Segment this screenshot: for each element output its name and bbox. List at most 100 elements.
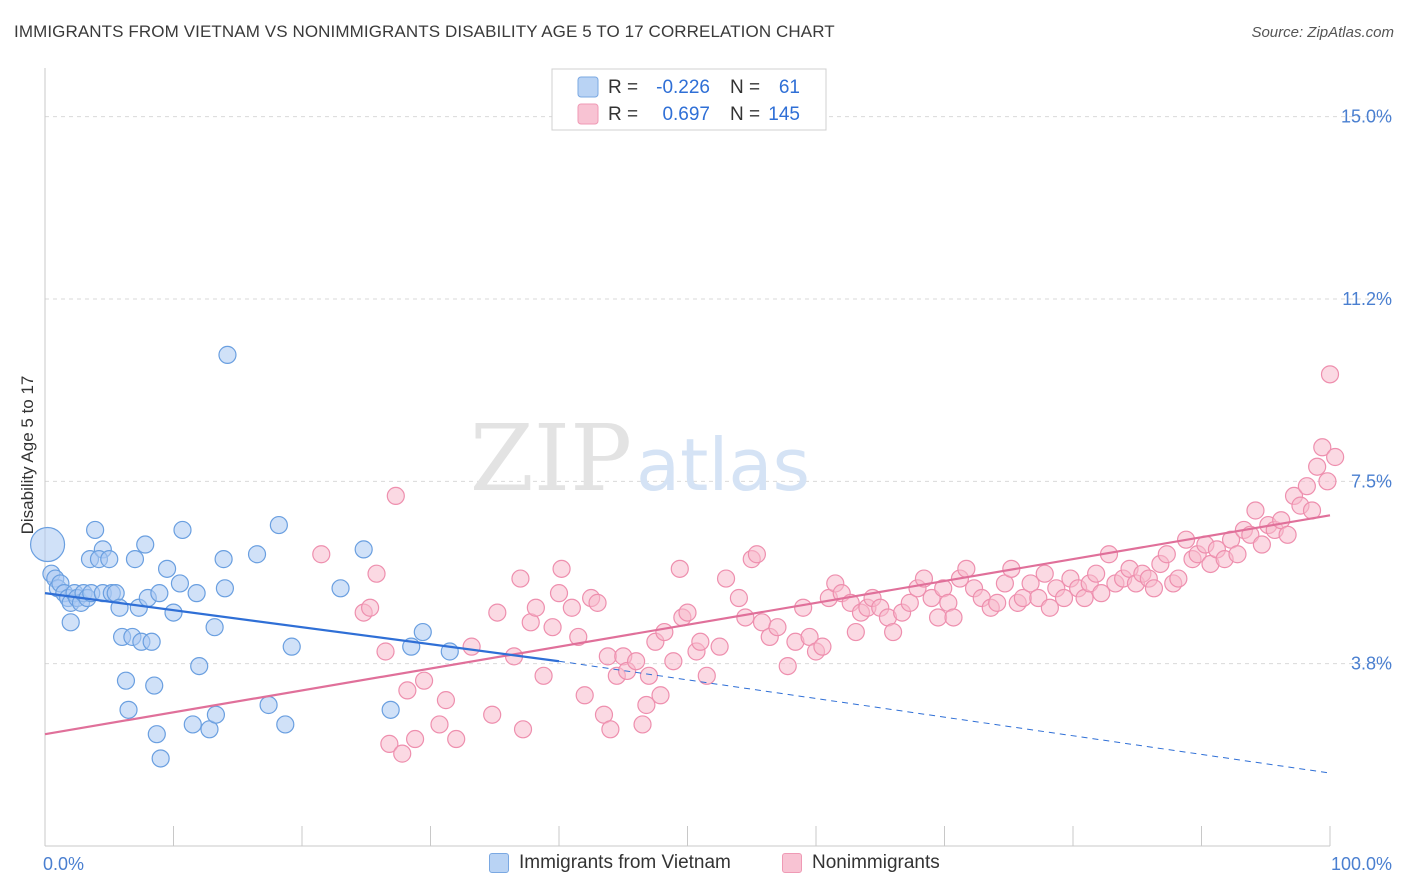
legend-bottom: Immigrants from Vietnam Nonimmigrants bbox=[0, 850, 1406, 880]
nonimmigrants-point bbox=[312, 545, 331, 564]
x-tick-label-0: 0.0% bbox=[43, 854, 84, 874]
vietnam-point bbox=[381, 700, 400, 719]
nonimmigrants-point bbox=[483, 705, 502, 724]
nonimmigrants-point bbox=[526, 598, 545, 617]
nonimmigrants-point bbox=[367, 564, 386, 583]
x-tick-label-1: 100.0% bbox=[1331, 854, 1392, 874]
nonimmigrants-point bbox=[543, 618, 562, 637]
y-tick-labels: 15.0% 11.2% 7.5% 3.8% bbox=[1341, 107, 1392, 674]
nonimmigrants-point bbox=[562, 598, 581, 617]
vietnam-point bbox=[142, 632, 161, 651]
vietnam-point bbox=[173, 520, 192, 540]
y-tick-label-3: 3.8% bbox=[1351, 654, 1392, 674]
legend-swatch-pink bbox=[577, 103, 599, 125]
vietnam-point bbox=[136, 535, 155, 554]
nonimmigrants-point bbox=[813, 637, 832, 656]
vietnam-point bbox=[247, 545, 267, 564]
nonimmigrants-point bbox=[1040, 598, 1059, 617]
y-tick-label-2: 7.5% bbox=[1351, 471, 1392, 491]
nonimmigrants-point bbox=[569, 627, 588, 647]
vietnam-point bbox=[170, 574, 190, 593]
nonimmigrants-point bbox=[1035, 564, 1054, 583]
nonimmigrants-trend-line bbox=[44, 514, 1331, 736]
vietnam-point bbox=[147, 725, 166, 744]
nonimmigrants-point bbox=[549, 584, 569, 603]
nonimmigrants-point bbox=[393, 744, 412, 763]
vietnam-point bbox=[214, 550, 233, 569]
vietnam-point bbox=[218, 345, 237, 364]
legend-n-value-1: 61 bbox=[779, 77, 800, 98]
nonimmigrants-point bbox=[736, 608, 755, 627]
nonimmigrants-point bbox=[691, 632, 710, 651]
legend-swatch-vietnam bbox=[489, 853, 509, 873]
nonimmigrants-point bbox=[386, 486, 405, 505]
nonimmigrants-point bbox=[1157, 545, 1176, 564]
nonimmigrants-point bbox=[697, 666, 716, 685]
nonimmigrants-point bbox=[1029, 588, 1048, 608]
nonimmigrants-point bbox=[405, 729, 425, 749]
nonimmigrants-point bbox=[1252, 535, 1271, 554]
source-label: Source: ZipAtlas.com bbox=[1251, 24, 1394, 41]
vietnam-point bbox=[145, 676, 164, 695]
nonimmigrants-point bbox=[575, 686, 594, 705]
vietnam-point bbox=[183, 715, 202, 734]
nonimmigrants-point bbox=[928, 608, 948, 627]
axes bbox=[44, 68, 1331, 847]
nonimmigrants-point bbox=[1054, 588, 1074, 608]
vietnam-point bbox=[215, 579, 234, 598]
nonimmigrants-point bbox=[710, 637, 729, 656]
nonimmigrants-point bbox=[794, 598, 813, 617]
nonimmigrants-point bbox=[380, 734, 399, 753]
legend-top: R = -0.226 N = 61 R = 0.697 N = 145 bbox=[551, 68, 827, 131]
nonimmigrants-point bbox=[747, 545, 766, 564]
vietnam-point bbox=[116, 671, 136, 690]
legend-n-value-2: 145 bbox=[768, 104, 800, 125]
nonimmigrants-point bbox=[534, 666, 553, 685]
nonimmigrants-point bbox=[1087, 564, 1106, 583]
nonimmigrants-point bbox=[462, 637, 481, 656]
nonimmigrants-point bbox=[716, 569, 736, 588]
watermark: ZIP atlas bbox=[470, 405, 810, 512]
nonimmigrants-point bbox=[601, 720, 620, 739]
nonimmigrants-point bbox=[1169, 569, 1188, 588]
nonimmigrants-point bbox=[1320, 365, 1340, 384]
nonimmigrants-point bbox=[414, 671, 434, 690]
legend-swatch-blue bbox=[577, 76, 599, 98]
vietnam-point bbox=[157, 559, 177, 578]
vietnam-point bbox=[29, 526, 66, 563]
nonimmigrants-point bbox=[846, 622, 865, 642]
legend-swatch-nonimmigrants bbox=[782, 853, 802, 873]
nonimmigrants-points bbox=[312, 365, 1345, 763]
vietnam-point bbox=[61, 613, 80, 632]
chart-title: IMMIGRANTS FROM VIETNAM VS NONIMMIGRANTS… bbox=[14, 22, 835, 41]
vietnam-point bbox=[282, 637, 301, 656]
legend-item-nonimmigrants: Nonimmigrants bbox=[782, 852, 940, 874]
watermark-zip: ZIP bbox=[470, 405, 632, 512]
legend-item-vietnam: Immigrants from Vietnam bbox=[489, 852, 731, 874]
trend-lines bbox=[44, 514, 1331, 774]
y-axis-label: Disability Age 5 to 17 bbox=[18, 376, 37, 535]
nonimmigrants-point bbox=[957, 559, 976, 578]
nonimmigrants-point bbox=[552, 559, 571, 578]
legend-r-value-2: 0.697 bbox=[662, 104, 710, 125]
y-tick-label-0: 15.0% bbox=[1341, 107, 1392, 127]
legend-n-label-1: N = bbox=[730, 77, 760, 98]
vietnam-point bbox=[164, 603, 183, 622]
vietnam-points bbox=[29, 345, 459, 768]
nonimmigrants-point bbox=[678, 603, 697, 622]
nonimmigrants-point bbox=[1092, 584, 1111, 603]
nonimmigrants-point bbox=[430, 715, 449, 734]
nonimmigrants-point bbox=[588, 593, 607, 612]
x-tick-labels: 0.0% 100.0% bbox=[43, 854, 1392, 874]
nonimmigrants-point bbox=[511, 569, 530, 588]
nonimmigrants-point bbox=[1246, 501, 1265, 520]
nonimmigrants-point bbox=[626, 652, 646, 671]
vietnam-point bbox=[331, 579, 350, 598]
vietnam-point bbox=[119, 700, 138, 719]
nonimmigrants-point bbox=[1318, 472, 1337, 491]
nonimmigrants-point bbox=[664, 652, 683, 671]
nonimmigrants-point bbox=[513, 720, 533, 739]
legend-label-nonimmigrants: Nonimmigrants bbox=[812, 852, 940, 873]
vietnam-point bbox=[86, 520, 105, 540]
nonimmigrants-point bbox=[1144, 579, 1164, 598]
